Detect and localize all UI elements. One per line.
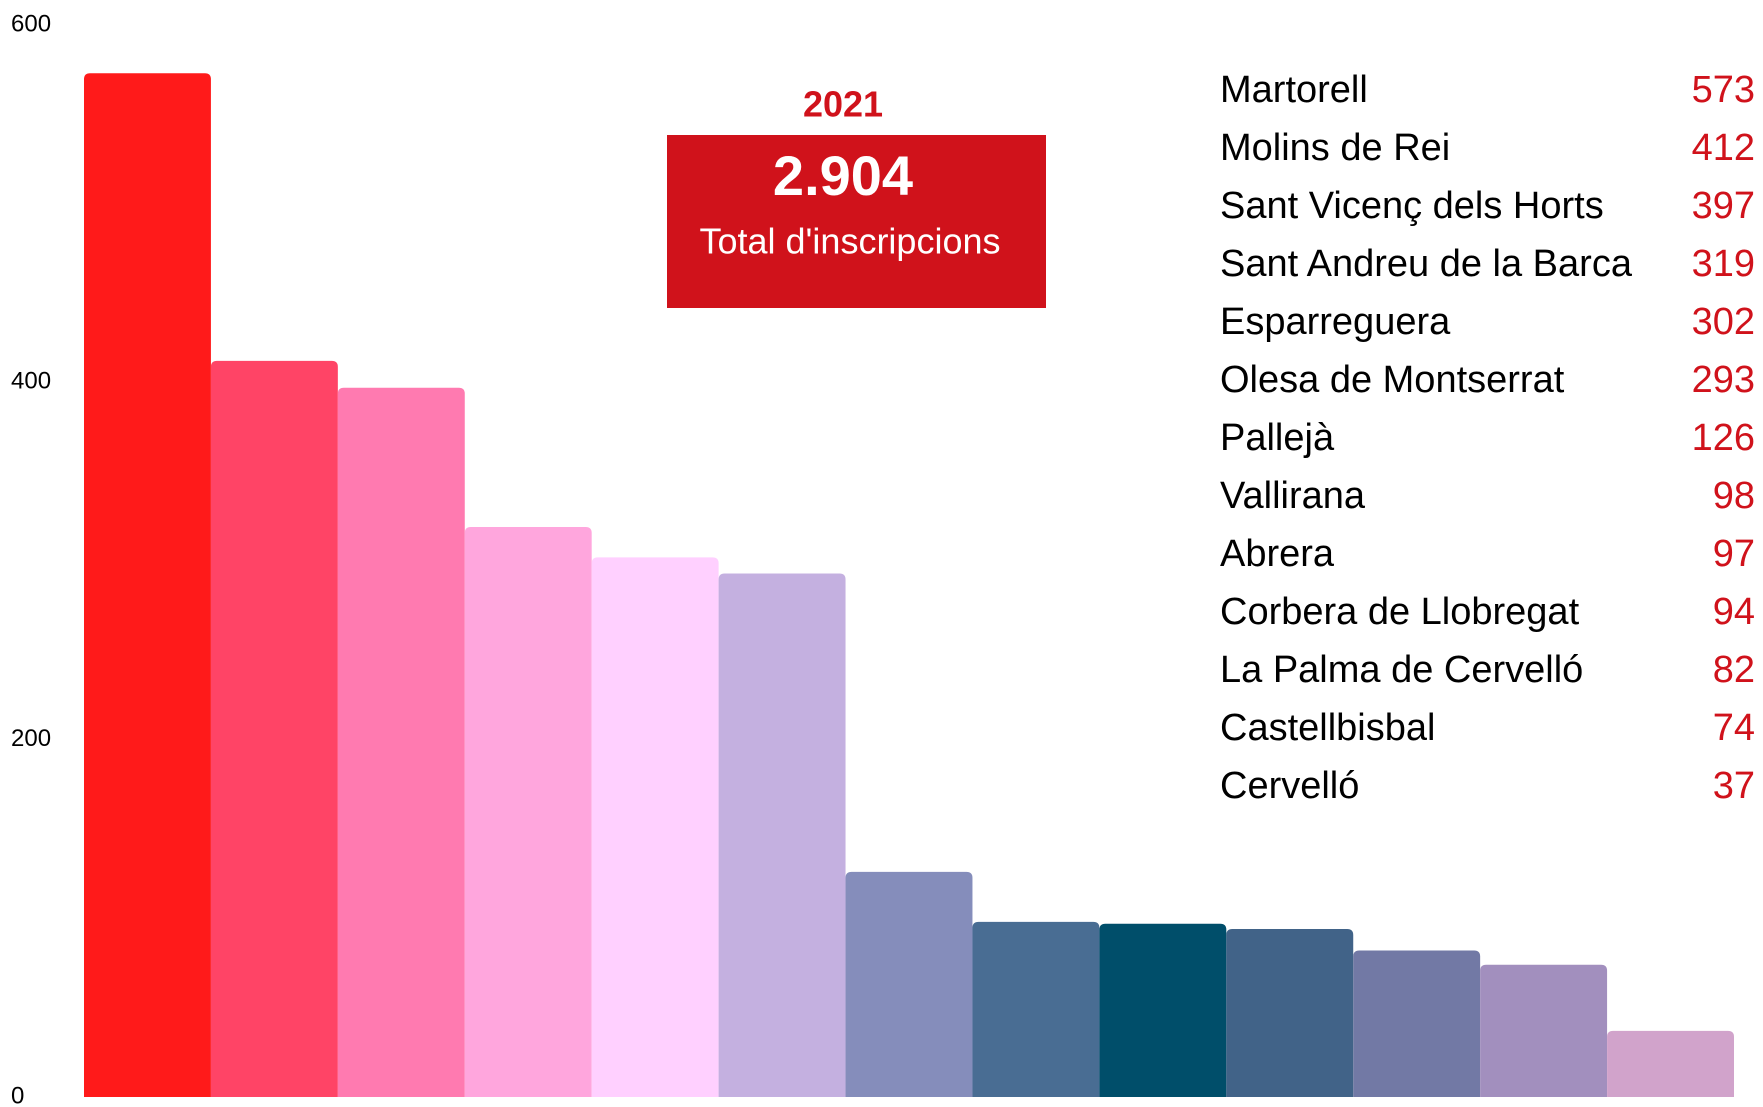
value-label: 293 <box>1692 359 1755 401</box>
legend-label: Molins de Rei <box>1220 127 1450 169</box>
y-tick-label: 200 <box>11 725 51 752</box>
total-box <box>667 135 1046 308</box>
value-label: 37 <box>1713 765 1755 807</box>
value-label: 126 <box>1692 417 1755 459</box>
bar <box>1607 1030 1734 1097</box>
total: 2.904 <box>773 144 913 207</box>
bar <box>718 573 846 1097</box>
bar <box>464 527 592 1097</box>
bar <box>1226 929 1354 1097</box>
bar <box>210 360 338 1098</box>
value-label: 97 <box>1713 533 1755 575</box>
bar <box>1480 964 1608 1097</box>
bar <box>845 871 973 1097</box>
legend-label: Vallirana <box>1220 475 1366 517</box>
bar <box>84 73 211 1098</box>
y-tick-label: 0 <box>11 1082 24 1107</box>
bar <box>1353 950 1481 1097</box>
value-label: 82 <box>1713 649 1755 691</box>
legend-label: Castellbisbal <box>1220 707 1435 749</box>
total-text: Total d'inscripcions <box>699 221 1000 262</box>
legend-label: Martorell <box>1220 69 1368 111</box>
y-tick-label: 600 <box>11 10 51 37</box>
bar <box>972 921 1100 1097</box>
value-label: 74 <box>1713 707 1755 749</box>
y-tick-label: 400 <box>11 368 51 395</box>
legend-label: Corbera de Llobregat <box>1220 591 1580 633</box>
value-label: 412 <box>1692 127 1755 169</box>
legend-label: Sant Vicenç dels Horts <box>1220 185 1604 227</box>
year: 2021 <box>803 84 883 125</box>
value-label: 302 <box>1692 301 1755 343</box>
legend-label: Abrera <box>1220 533 1335 575</box>
legend-label: Cervelló <box>1220 765 1359 807</box>
value-label: 98 <box>1713 475 1755 517</box>
bar <box>591 557 719 1097</box>
bar <box>337 387 465 1097</box>
legend-label: La Palma de Cervelló <box>1220 649 1583 691</box>
legend-label: Pallejà <box>1220 417 1335 459</box>
value-label: 397 <box>1692 185 1755 227</box>
bar <box>1099 923 1227 1097</box>
value-label: 94 <box>1713 591 1755 633</box>
value-label: 573 <box>1692 69 1755 111</box>
legend-label: Olesa de Montserrat <box>1220 359 1565 401</box>
legend-label: Esparreguera <box>1220 301 1451 343</box>
value-label: 319 <box>1692 243 1755 285</box>
legend-label: Sant Andreu de la Barca <box>1220 243 1633 285</box>
